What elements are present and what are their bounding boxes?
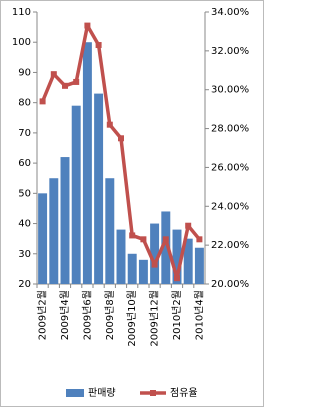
y-tick-label: 80 — [18, 98, 31, 109]
y-tick-label: 90 — [18, 67, 31, 78]
y-tick-label: 30 — [18, 249, 31, 260]
line-marker — [129, 232, 136, 239]
legend-marker — [150, 390, 156, 396]
chart: 20 30 40 50 60 70 80 90 100 110 20.00% 22.00% 24.00%… — [0, 0, 264, 407]
line-marker — [196, 236, 203, 243]
line-marker — [62, 82, 68, 89]
legend-swatch — [66, 389, 84, 397]
bar — [161, 211, 171, 284]
bar — [183, 238, 193, 284]
x-tick-label: 2009년10월 — [126, 290, 138, 347]
line-marker — [73, 78, 80, 85]
y-tick-label: 110 — [12, 7, 31, 18]
line-marker — [151, 261, 158, 268]
bar — [194, 247, 204, 284]
y-tick-label: 40 — [18, 219, 31, 230]
y2-tick-label: 28.00% — [211, 124, 249, 135]
legend-label: 판매량 — [88, 387, 116, 399]
bar — [49, 178, 59, 284]
bar — [116, 229, 126, 284]
bar — [127, 253, 137, 284]
x-tick-label: 2009년8월 — [104, 290, 116, 340]
line-marker — [162, 236, 169, 243]
line-marker — [118, 135, 124, 142]
y-tick-label: 100 — [12, 37, 31, 48]
bar — [172, 229, 182, 284]
y-tick-label: 60 — [18, 158, 31, 169]
bar — [138, 259, 148, 284]
line-marker — [185, 222, 192, 229]
x-tick-label: 2010년2월 — [171, 290, 183, 340]
x-tick-label: 2009년6월 — [81, 290, 93, 340]
bar — [150, 223, 160, 284]
line-marker — [95, 42, 102, 49]
y-tick-label: 50 — [18, 188, 31, 199]
y-tick-label: 70 — [18, 128, 31, 139]
x-tick-label: 2009년12월 — [149, 290, 161, 347]
y2-tick-label: 24.00% — [211, 201, 249, 212]
line-marker — [50, 71, 57, 78]
y2-tick-label: 26.00% — [211, 162, 249, 173]
bar — [60, 157, 70, 284]
y2-tick-label: 34.00% — [211, 7, 249, 18]
x-tick-label: 2009년2월 — [37, 290, 49, 340]
legend-label: 점유율 — [170, 387, 198, 399]
x-tick-label: 2010년4월 — [193, 290, 205, 340]
bar — [82, 42, 92, 284]
y2-tick-label: 32.00% — [211, 46, 249, 57]
y-tick-label: 20 — [18, 279, 31, 290]
bar — [38, 193, 48, 284]
bar — [94, 93, 104, 284]
line-marker — [174, 275, 180, 282]
line-marker — [84, 22, 91, 29]
x-tick-label: 2009년4월 — [59, 290, 71, 340]
line-marker — [39, 98, 46, 105]
y2-tick-label: 22.00% — [211, 240, 249, 251]
y2-tick-label: 20.00% — [211, 279, 249, 290]
y2-tick-label: 30.00% — [211, 85, 249, 96]
line-marker — [106, 121, 113, 128]
line-marker — [140, 236, 147, 243]
bar — [71, 105, 81, 284]
bar — [105, 178, 115, 284]
